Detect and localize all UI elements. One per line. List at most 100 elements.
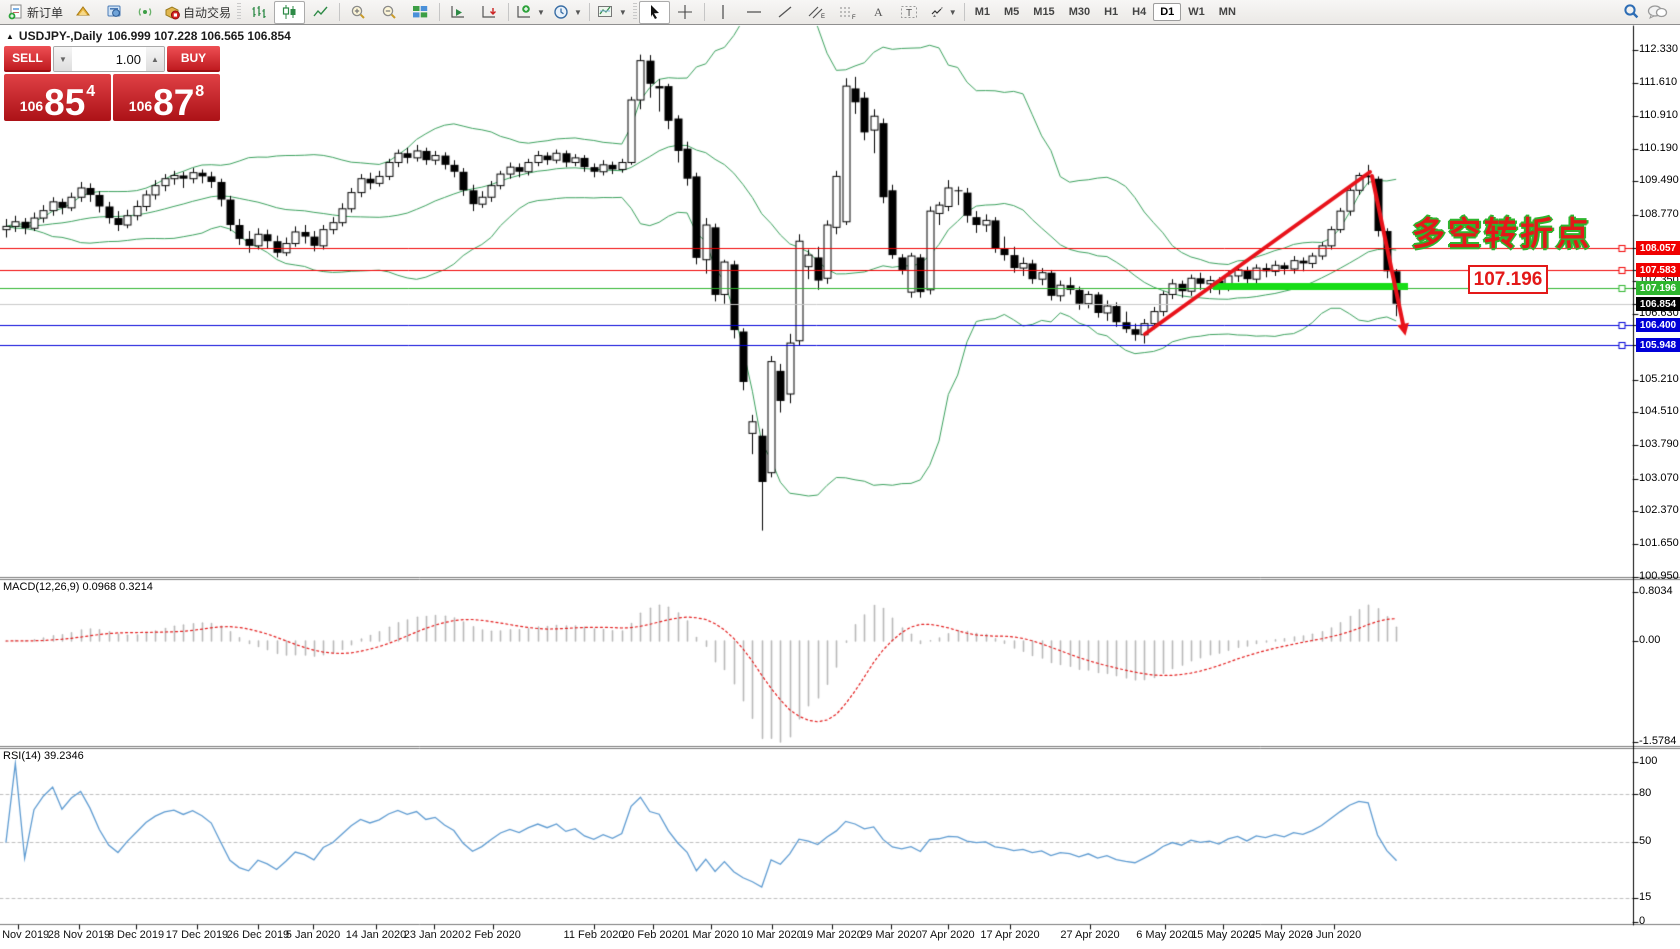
toolbar-separator bbox=[588, 3, 590, 21]
price-axis-label: 101.650 bbox=[1639, 537, 1679, 549]
toolbar-separator bbox=[508, 3, 510, 21]
buy-button[interactable]: BUY bbox=[167, 46, 220, 72]
price-axis-label: 103.790 bbox=[1639, 438, 1679, 450]
channel-tool-button[interactable]: E bbox=[801, 1, 832, 24]
toolbar-separator bbox=[439, 3, 441, 21]
date-axis-label: 10 Mar 2020 bbox=[741, 929, 803, 941]
price-axis-label: 100.950 bbox=[1639, 570, 1679, 582]
toolbar-separator bbox=[963, 3, 965, 21]
volume-increase-button[interactable]: ▲ bbox=[146, 47, 164, 71]
collapse-icon[interactable]: ▲ bbox=[6, 31, 14, 41]
crosshair-tool-button[interactable] bbox=[670, 1, 701, 24]
tab-timeframe-mn[interactable]: MN bbox=[1218, 6, 1236, 18]
sell-button[interactable]: SELL bbox=[4, 46, 51, 72]
sell-price-pip: 4 bbox=[86, 83, 96, 100]
data-window-icon bbox=[106, 4, 122, 20]
date-axis-label: 26 Dec 2019 bbox=[226, 929, 290, 941]
price-axis-label: 109.490 bbox=[1639, 174, 1679, 186]
tab-timeframe-d1[interactable]: D1 bbox=[1153, 3, 1182, 21]
chart-shift-icon bbox=[481, 4, 498, 20]
text-label-tool-button[interactable]: T bbox=[894, 1, 925, 24]
periods-button[interactable]: ▼ bbox=[549, 1, 586, 24]
symbol-title: USDJPY-,Daily bbox=[18, 29, 103, 43]
dropdown-caret: ▼ bbox=[618, 7, 627, 17]
zoom-in-button[interactable] bbox=[343, 1, 374, 24]
auto-scroll-button[interactable] bbox=[443, 1, 474, 24]
sell-price-prefix: 106 bbox=[19, 98, 44, 114]
rsi-indicator-label: RSI(14) 39.2346 bbox=[3, 750, 84, 762]
price-level-tag: 107.583 bbox=[1636, 263, 1680, 277]
new-order-label: 新订单 bbox=[27, 5, 64, 20]
tile-windows-button[interactable] bbox=[405, 1, 436, 24]
toolbar-separator bbox=[703, 3, 705, 21]
price-axis-label: 108.770 bbox=[1639, 208, 1679, 220]
autotrade-label: 自动交易 bbox=[183, 5, 232, 20]
macd-axis-label: -1.5784 bbox=[1639, 735, 1677, 747]
community-chat-icon[interactable] bbox=[1646, 3, 1668, 21]
crosshair-icon bbox=[677, 4, 693, 20]
volume-input[interactable] bbox=[72, 47, 146, 71]
trendline-tool-button[interactable] bbox=[770, 1, 801, 24]
buy-price-box[interactable]: 106 87 8 bbox=[113, 74, 220, 121]
market-watch-button[interactable] bbox=[67, 1, 98, 24]
toolbar-separator bbox=[339, 3, 341, 21]
volume-decrease-button[interactable]: ▼ bbox=[54, 47, 72, 71]
arrows-tool-button[interactable]: ▼ bbox=[925, 1, 961, 24]
tab-timeframe-m1[interactable]: M1 bbox=[974, 6, 990, 18]
chart-shift-button[interactable] bbox=[474, 1, 505, 24]
rsi-axis-label: 0 bbox=[1639, 915, 1646, 927]
new-order-button[interactable]: 新订单 bbox=[4, 1, 67, 24]
bar-chart-button[interactable] bbox=[243, 1, 274, 24]
date-axis-label: 25 May 2020 bbox=[1249, 929, 1313, 941]
autotrade-button[interactable]: 自动交易 bbox=[160, 1, 235, 24]
horizontal-line-tool-button[interactable] bbox=[739, 1, 770, 24]
tile-windows-icon bbox=[412, 4, 429, 20]
text-tool-button[interactable]: A bbox=[863, 1, 894, 24]
date-axis-label: 20 Feb 2020 bbox=[622, 929, 684, 941]
text-icon: A bbox=[871, 4, 885, 20]
macd-axis-label: 0.8034 bbox=[1639, 585, 1673, 597]
zoom-out-button[interactable] bbox=[374, 1, 405, 24]
data-window-button[interactable] bbox=[98, 1, 129, 24]
dropdown-caret: ▼ bbox=[573, 7, 582, 17]
date-axis-label: 14 Jan 2020 bbox=[345, 929, 407, 941]
auto-scroll-icon bbox=[450, 4, 467, 20]
signal-button[interactable] bbox=[129, 1, 160, 24]
pivot-annotation-text: 多空转折点 bbox=[1412, 215, 1592, 252]
sell-price-box[interactable]: 106 85 4 bbox=[4, 74, 111, 121]
price-level-tag: 106.400 bbox=[1636, 318, 1680, 332]
templates-button[interactable]: ▼ bbox=[593, 1, 631, 24]
rsi-axis-label: 15 bbox=[1639, 891, 1652, 903]
price-axis-label: 104.510 bbox=[1639, 405, 1679, 417]
line-chart-button[interactable] bbox=[305, 1, 336, 24]
tab-timeframe-h1[interactable]: H1 bbox=[1104, 6, 1119, 18]
cursor-tool-button[interactable] bbox=[638, 0, 670, 24]
buy-price-prefix: 106 bbox=[128, 98, 153, 114]
fibonacci-tool-button[interactable]: F bbox=[832, 1, 863, 24]
tab-timeframe-m15[interactable]: M15 bbox=[1033, 6, 1055, 18]
fibonacci-icon: F bbox=[838, 4, 857, 20]
date-axis-label: 27 Apr 2020 bbox=[1060, 929, 1120, 941]
date-axis-label: 8 Dec 2019 bbox=[107, 929, 165, 941]
vertical-line-icon bbox=[717, 4, 729, 20]
candlestick-chart-button[interactable] bbox=[274, 0, 306, 24]
svg-text:F: F bbox=[852, 15, 856, 20]
price-axis-label: 105.210 bbox=[1639, 373, 1679, 385]
text-label-icon: T bbox=[900, 4, 918, 20]
indicators-button[interactable]: ▼ bbox=[512, 1, 549, 24]
tab-timeframe-w1[interactable]: W1 bbox=[1188, 6, 1205, 18]
dropdown-caret: ▼ bbox=[948, 7, 957, 17]
vertical-line-tool-button[interactable] bbox=[708, 1, 739, 24]
date-axis-label: 17 Apr 2020 bbox=[980, 929, 1040, 941]
tab-timeframe-m30[interactable]: M30 bbox=[1068, 6, 1091, 18]
tab-timeframe-m5[interactable]: M5 bbox=[1004, 6, 1020, 18]
buy-price-pip: 8 bbox=[195, 83, 205, 100]
sell-price-main: 85 bbox=[44, 81, 86, 123]
price-level-tag: 107.196 bbox=[1636, 281, 1680, 295]
trendline-icon bbox=[777, 4, 793, 20]
horizontal-line-icon bbox=[745, 4, 763, 20]
tab-timeframe-h4[interactable]: H4 bbox=[1132, 6, 1147, 18]
search-icon[interactable] bbox=[1622, 3, 1640, 21]
